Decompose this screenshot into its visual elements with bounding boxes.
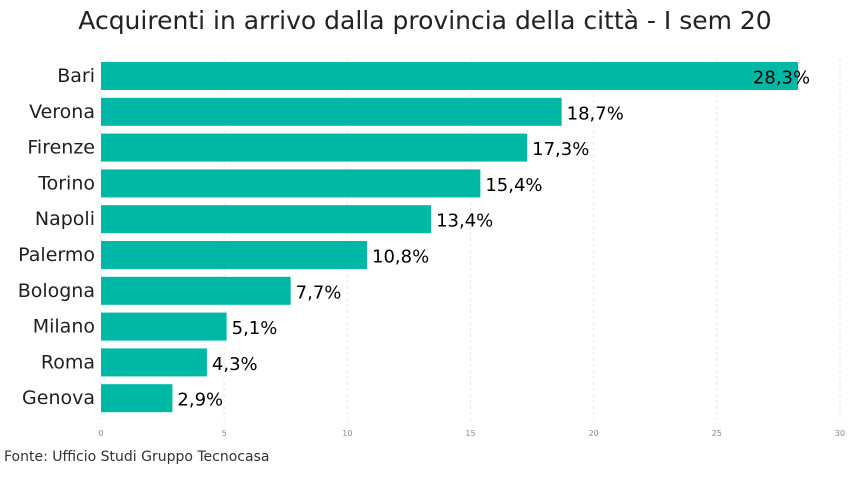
- x-tick-label: 20: [589, 429, 599, 438]
- data-label: 10,8%: [372, 247, 429, 268]
- data-label: 15,4%: [485, 175, 542, 196]
- bar: [101, 205, 432, 234]
- category-label: Firenze: [27, 137, 95, 159]
- category-label: Napoli: [35, 208, 95, 230]
- data-label: 18,7%: [567, 103, 624, 124]
- category-label: Genova: [22, 387, 95, 409]
- data-label: 2,9%: [177, 390, 223, 411]
- category-label: Bologna: [18, 280, 95, 302]
- bar: [101, 384, 173, 413]
- chart-title: Acquirenti in arrivo dalla provincia del…: [78, 6, 772, 35]
- bar: [101, 169, 481, 198]
- category-label: Bari: [57, 65, 95, 87]
- data-label: 13,4%: [436, 211, 493, 232]
- bar: [101, 312, 227, 341]
- category-label: Torino: [37, 172, 95, 194]
- category-label: Roma: [41, 351, 95, 373]
- data-label: 4,3%: [212, 354, 258, 375]
- bar: [101, 348, 207, 377]
- x-tick-label: 10: [342, 429, 352, 438]
- bar: [101, 276, 291, 305]
- source-note: Fonte: Ufficio Studi Gruppo Tecnocasa: [4, 449, 270, 465]
- bar: [101, 241, 368, 269]
- category-label: Palermo: [18, 244, 95, 266]
- bar: [101, 97, 562, 126]
- x-tick-label: 0: [98, 429, 103, 438]
- bar: [101, 62, 799, 90]
- x-tick-label: 5: [222, 429, 227, 438]
- data-label: 17,3%: [532, 139, 589, 160]
- x-tick-label: 15: [465, 429, 475, 438]
- category-label: Milano: [33, 316, 95, 338]
- category-label: Verona: [29, 101, 95, 123]
- data-label: 7,7%: [296, 282, 342, 303]
- data-label: 5,1%: [232, 318, 278, 339]
- x-tick-label: 25: [712, 429, 722, 438]
- data-label: 28,3%: [753, 68, 810, 89]
- x-tick-label: 30: [835, 429, 845, 438]
- bar: [101, 133, 528, 162]
